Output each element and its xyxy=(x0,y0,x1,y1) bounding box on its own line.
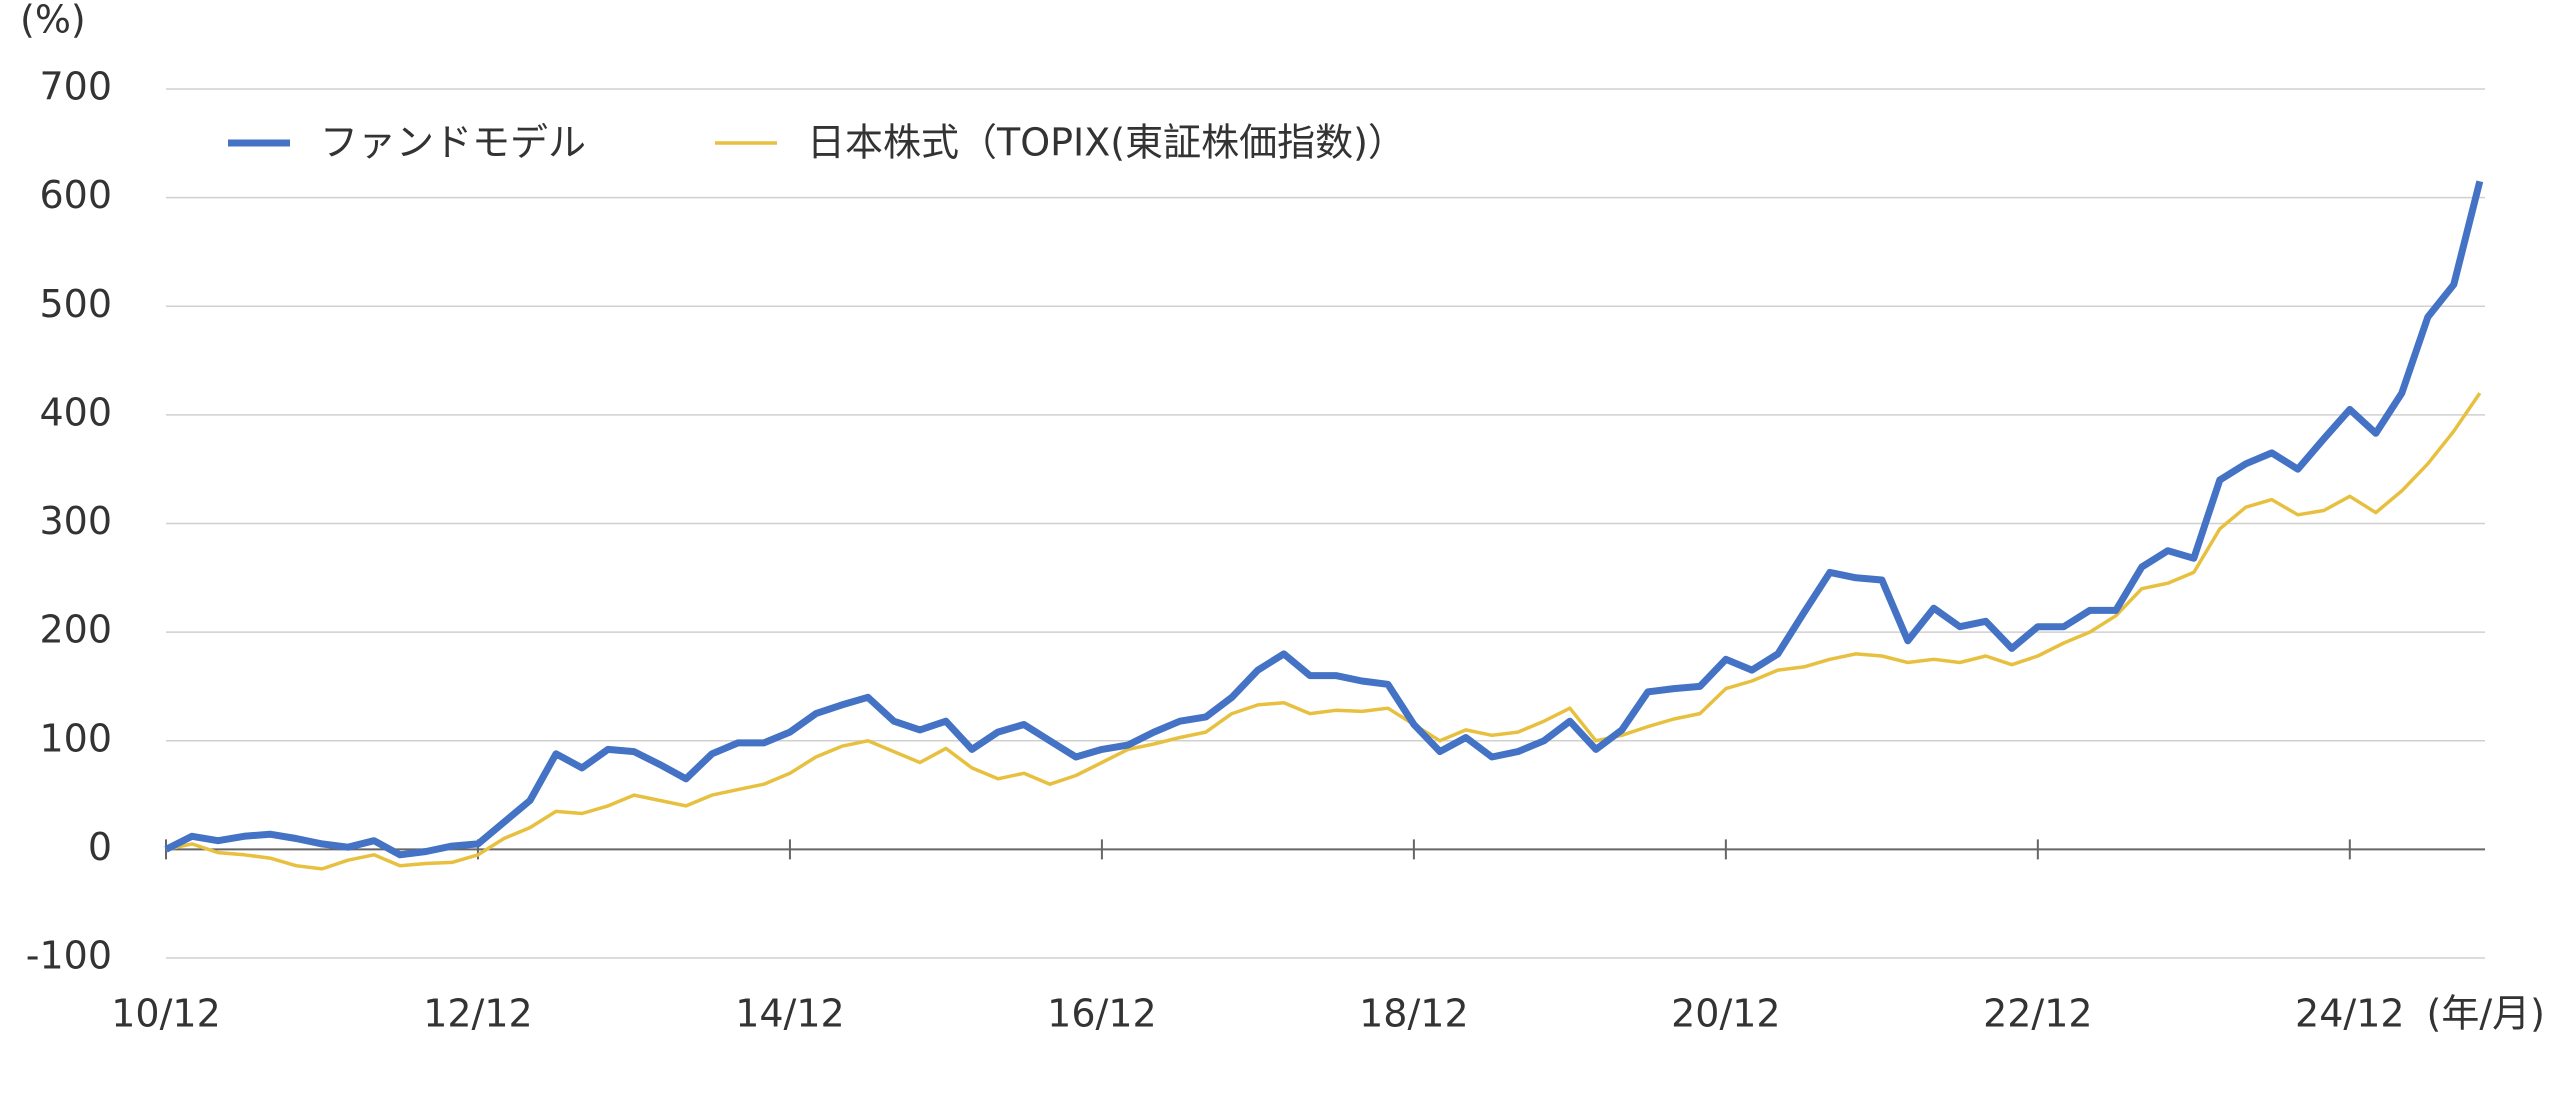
y-tick-label: -100 xyxy=(26,934,112,978)
x-tick-label: 18/12 xyxy=(1359,992,1469,1036)
y-tick-label: 700 xyxy=(39,65,112,109)
x-tick-label: 16/12 xyxy=(1047,992,1157,1036)
series-line xyxy=(165,392,2482,871)
y-tick-label: 400 xyxy=(39,390,112,434)
x-unit-label: (年/月) xyxy=(2427,992,2545,1036)
x-tick-label: 20/12 xyxy=(1671,992,1781,1036)
x-tick-label: 12/12 xyxy=(423,992,533,1036)
y-tick-label: 100 xyxy=(39,716,112,760)
y-tick-label: 500 xyxy=(39,282,112,326)
y-tick-label: 200 xyxy=(39,608,112,652)
series-line xyxy=(164,180,2484,859)
y-tick-label: 0 xyxy=(88,825,112,869)
legend-label: 日本株式（TOPIX(東証株価指数)） xyxy=(807,121,1406,165)
legend-label: ファンドモデル xyxy=(320,121,586,165)
x-tick-label: 24/12 xyxy=(2295,992,2405,1036)
y-tick-label: 300 xyxy=(39,499,112,543)
x-tick-label: 22/12 xyxy=(1983,992,2093,1036)
y-tick-label: 600 xyxy=(39,173,112,217)
x-tick-label: 10/12 xyxy=(111,992,221,1036)
y-unit-label: (%) xyxy=(20,0,86,42)
x-tick-label: 14/12 xyxy=(735,992,845,1036)
